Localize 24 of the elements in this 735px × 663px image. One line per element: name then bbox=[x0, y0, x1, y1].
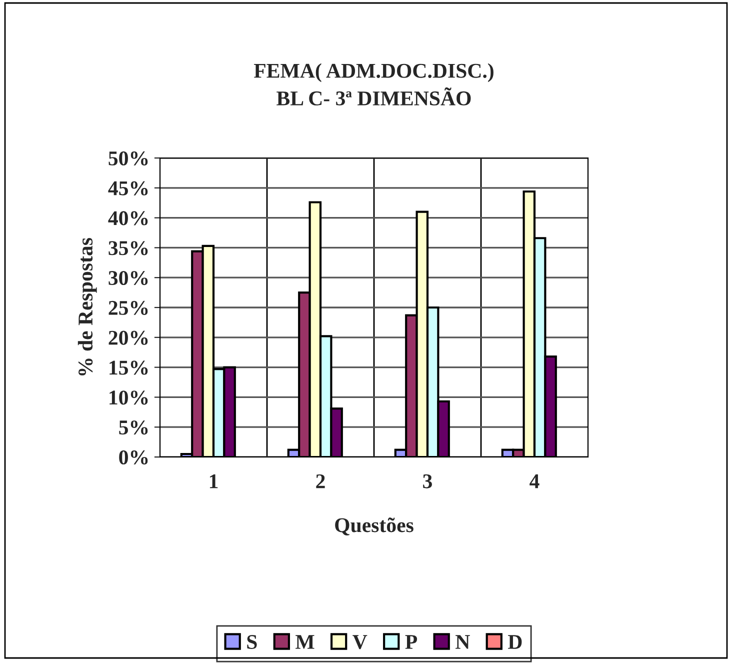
legend-label: N bbox=[456, 635, 470, 649]
y-tick-label: 10% bbox=[110, 390, 148, 405]
y-tick-label: 25% bbox=[108, 300, 148, 315]
x-tick-label: 1 bbox=[210, 474, 218, 488]
legend-label: V bbox=[352, 635, 368, 650]
y-tick-label: 0% bbox=[119, 450, 148, 464]
y-tick-label: 30% bbox=[108, 270, 148, 286]
y-tick-label: 45% bbox=[108, 181, 148, 196]
legend-label: S bbox=[247, 635, 257, 650]
legend-label: D bbox=[508, 635, 522, 649]
chart-title: FEMA( ADM.DOC.DISC.) BL C- 3ª DIMENSÃO bbox=[254, 63, 494, 106]
x-tick-label: 4 bbox=[530, 474, 540, 488]
y-tick-label: 20% bbox=[108, 330, 148, 345]
y-tick-label: 35% bbox=[108, 241, 148, 256]
y-axis-title: % de Respostas bbox=[78, 238, 97, 376]
y-tick-label: 50% bbox=[108, 151, 148, 166]
legend-label: M bbox=[296, 635, 314, 649]
y-tick-label: 15% bbox=[110, 360, 148, 375]
legend-label: P bbox=[405, 635, 418, 649]
x-tick-label: 2 bbox=[316, 474, 325, 488]
y-tick-label: 5% bbox=[119, 420, 148, 435]
y-tick-label: 40% bbox=[108, 211, 148, 226]
x-axis-title: Questões bbox=[335, 518, 414, 536]
x-tick-label: 3 bbox=[423, 474, 432, 488]
